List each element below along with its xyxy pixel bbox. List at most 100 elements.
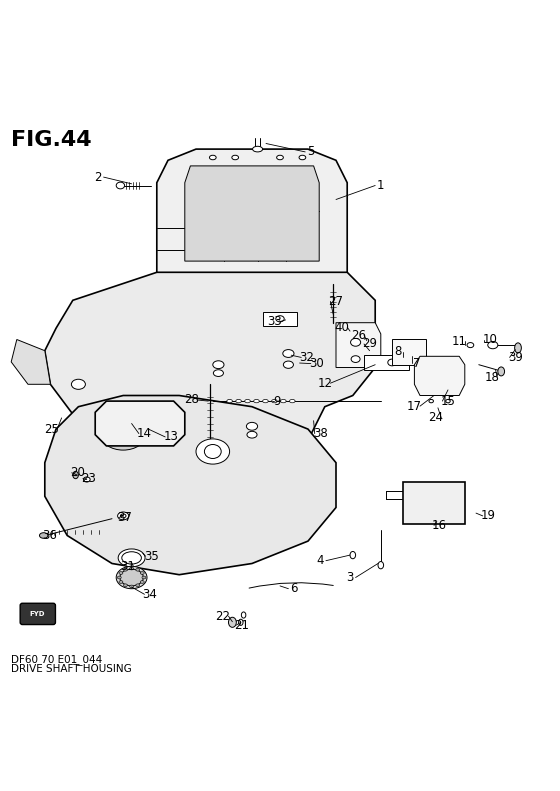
Ellipse shape (116, 182, 125, 189)
Ellipse shape (254, 399, 259, 403)
Text: 10: 10 (483, 333, 497, 346)
Text: 7: 7 (413, 357, 421, 369)
Text: 24: 24 (428, 411, 443, 425)
Text: 25: 25 (44, 422, 59, 436)
Ellipse shape (129, 567, 133, 570)
Ellipse shape (283, 361, 293, 369)
Ellipse shape (213, 361, 224, 369)
Text: FIG.44: FIG.44 (11, 130, 92, 149)
Text: 34: 34 (143, 588, 157, 601)
Ellipse shape (119, 572, 123, 574)
Text: 11: 11 (452, 335, 466, 348)
Polygon shape (336, 323, 381, 368)
Ellipse shape (241, 612, 246, 618)
Ellipse shape (136, 584, 140, 587)
Ellipse shape (73, 471, 78, 479)
Ellipse shape (351, 339, 361, 346)
Text: 17: 17 (407, 399, 422, 413)
Text: 5: 5 (307, 146, 315, 158)
Text: 30: 30 (309, 357, 324, 370)
Text: 36: 36 (42, 529, 57, 542)
FancyBboxPatch shape (364, 354, 409, 370)
Ellipse shape (123, 412, 157, 435)
Text: 13: 13 (164, 430, 178, 444)
Text: 19: 19 (481, 509, 496, 522)
Ellipse shape (515, 343, 521, 353)
Text: 16: 16 (432, 519, 447, 532)
Ellipse shape (204, 445, 221, 459)
Ellipse shape (272, 399, 277, 403)
Ellipse shape (246, 422, 258, 430)
Polygon shape (185, 166, 319, 261)
Ellipse shape (227, 399, 232, 403)
Ellipse shape (129, 585, 133, 588)
Text: 39: 39 (508, 351, 522, 364)
Ellipse shape (120, 569, 143, 586)
FancyBboxPatch shape (403, 483, 465, 524)
Text: DRIVE SHAFT HOUSING: DRIVE SHAFT HOUSING (11, 664, 132, 674)
Ellipse shape (213, 369, 223, 377)
Text: 40: 40 (334, 320, 349, 334)
Text: 26: 26 (351, 328, 366, 342)
Ellipse shape (232, 155, 239, 160)
Polygon shape (414, 356, 465, 396)
Ellipse shape (236, 399, 241, 403)
Text: 3: 3 (346, 571, 354, 584)
Text: 15: 15 (441, 395, 455, 407)
Text: 22: 22 (216, 610, 230, 623)
Ellipse shape (120, 514, 126, 518)
Ellipse shape (277, 155, 283, 160)
Text: 27: 27 (329, 295, 343, 308)
Ellipse shape (101, 419, 146, 450)
Polygon shape (45, 396, 336, 575)
Text: 14: 14 (137, 427, 152, 440)
Ellipse shape (142, 576, 146, 579)
Ellipse shape (196, 439, 230, 464)
Text: 38: 38 (313, 427, 328, 440)
Ellipse shape (118, 512, 129, 520)
FancyBboxPatch shape (20, 604, 55, 625)
Text: 37: 37 (117, 511, 132, 524)
Text: 29: 29 (362, 338, 377, 350)
Ellipse shape (72, 379, 85, 389)
Ellipse shape (119, 581, 123, 584)
Ellipse shape (209, 155, 216, 160)
Ellipse shape (83, 477, 90, 482)
Ellipse shape (141, 572, 144, 574)
Polygon shape (45, 272, 375, 479)
Text: 21: 21 (235, 619, 249, 631)
Ellipse shape (123, 584, 127, 587)
Text: FYD: FYD (30, 611, 45, 617)
Ellipse shape (239, 619, 243, 626)
Text: 6: 6 (290, 582, 298, 595)
Ellipse shape (498, 367, 505, 376)
Ellipse shape (351, 356, 360, 362)
Ellipse shape (402, 343, 416, 360)
FancyBboxPatch shape (392, 339, 426, 365)
Ellipse shape (281, 399, 286, 403)
Text: 33: 33 (267, 315, 282, 328)
Text: 32: 32 (300, 351, 314, 364)
Ellipse shape (350, 551, 356, 558)
Ellipse shape (136, 569, 140, 571)
Ellipse shape (429, 399, 433, 403)
Text: 4: 4 (316, 554, 324, 567)
Ellipse shape (276, 316, 284, 322)
Ellipse shape (141, 581, 144, 584)
Polygon shape (11, 339, 50, 384)
Ellipse shape (299, 155, 306, 160)
Ellipse shape (388, 359, 396, 365)
Ellipse shape (263, 399, 268, 403)
Ellipse shape (283, 350, 294, 358)
Text: 31: 31 (120, 560, 135, 573)
Text: 12: 12 (318, 377, 332, 390)
Text: 35: 35 (144, 550, 158, 562)
Ellipse shape (122, 552, 141, 564)
Text: 2: 2 (94, 171, 102, 184)
Text: 8: 8 (394, 346, 402, 358)
Ellipse shape (247, 431, 257, 438)
Ellipse shape (116, 566, 147, 589)
Text: DF60 70 E01_044: DF60 70 E01_044 (11, 654, 102, 665)
Ellipse shape (228, 617, 236, 627)
Ellipse shape (115, 418, 120, 422)
